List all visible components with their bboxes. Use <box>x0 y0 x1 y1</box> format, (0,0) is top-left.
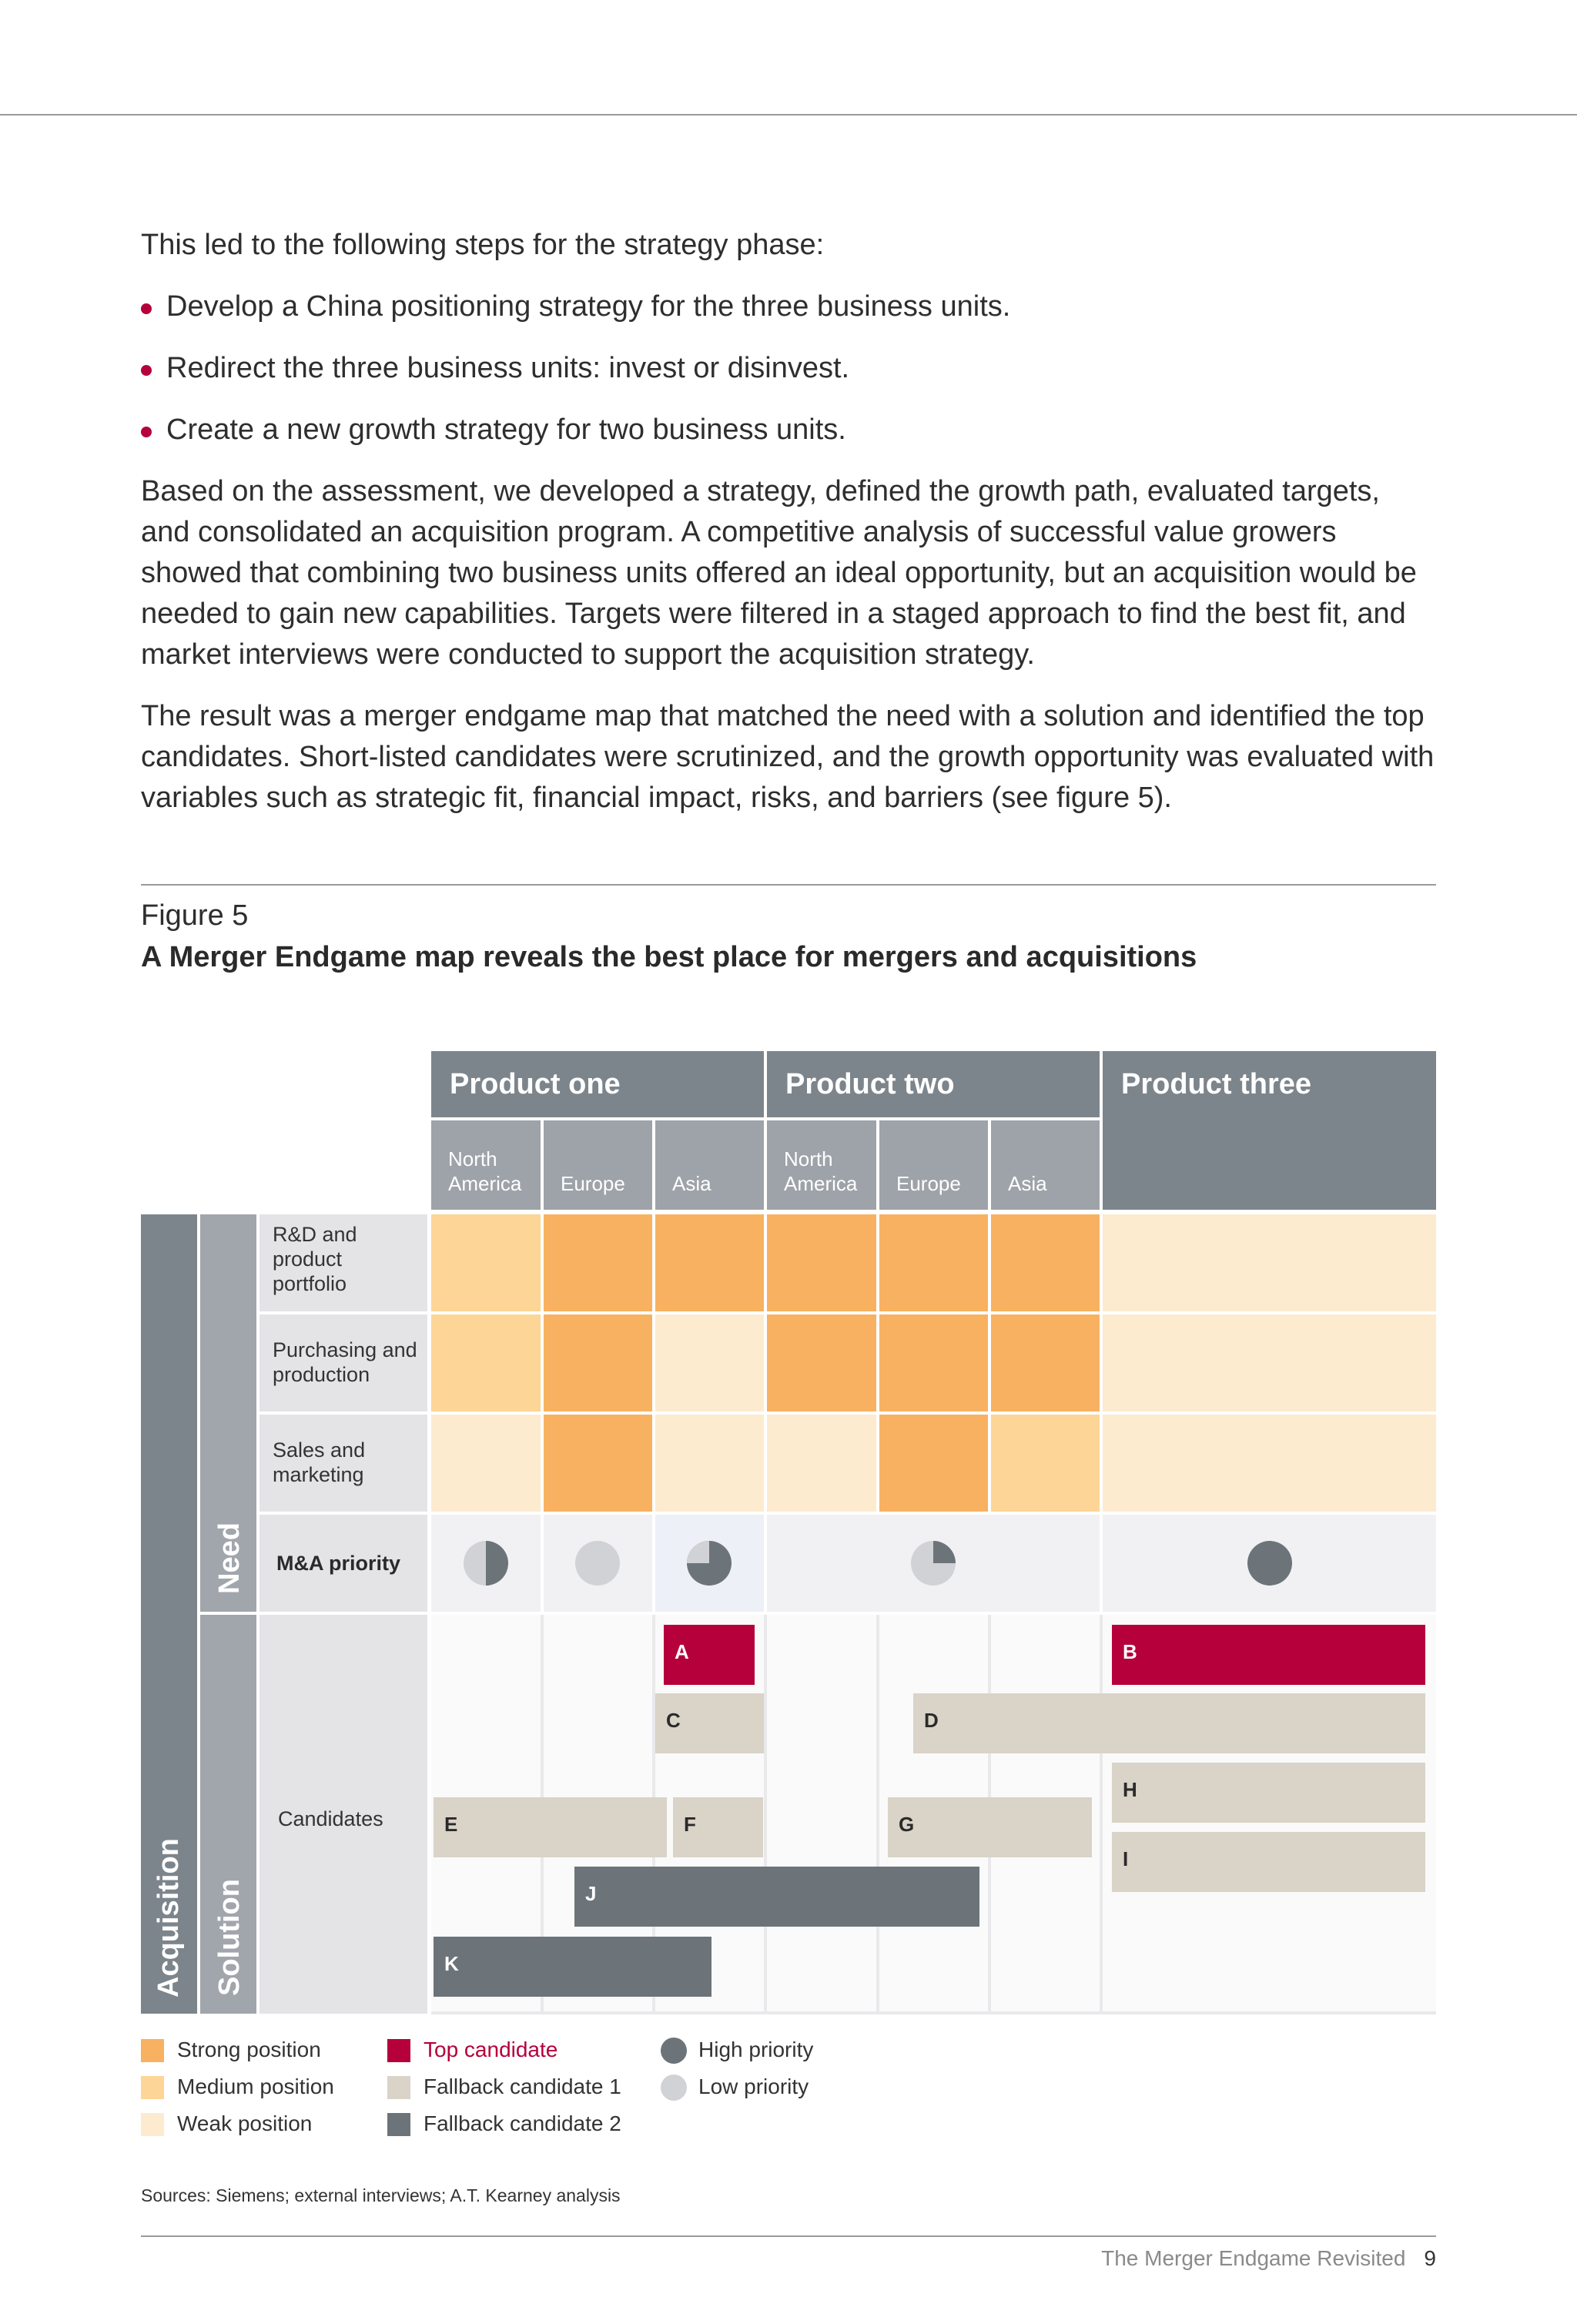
matrix-cell <box>991 1214 1100 1311</box>
need-label: Need <box>213 1522 246 1594</box>
matrix-cell <box>655 1415 764 1512</box>
footer-title: The Merger Endgame Revisited <box>1101 2246 1406 2270</box>
candidate-bar: E <box>434 1797 667 1857</box>
legend-swatch-fallback1 <box>387 2076 410 2099</box>
matrix-cell <box>431 1314 541 1411</box>
bullet-dot-icon <box>141 427 152 437</box>
acquisition-label: Acquisition <box>152 1838 185 1998</box>
high-priority-icon <box>661 2038 687 2064</box>
candidates-bottom-rule <box>431 2011 1436 2014</box>
matrix-cell <box>431 1415 541 1512</box>
legend-label: Low priority <box>698 2075 809 2098</box>
matrix-cell <box>655 1214 764 1311</box>
candidate-bar: C <box>655 1693 764 1753</box>
figure-divider <box>141 884 1436 886</box>
candidate-bar: H <box>1112 1763 1425 1823</box>
page-number: 9 <box>1424 2246 1436 2270</box>
region-header: Europe <box>879 1120 988 1210</box>
bullet-dot-icon <box>141 303 152 314</box>
matrix-cell <box>991 1415 1100 1512</box>
matrix-cell <box>431 1214 541 1311</box>
row-label: Purchasing and production <box>259 1314 427 1411</box>
legend-swatch-fallback2 <box>387 2113 410 2136</box>
row-label: Sales and marketing <box>259 1415 427 1512</box>
region-header: North America <box>431 1120 541 1210</box>
low-priority-icon <box>661 2075 687 2101</box>
matrix-cell <box>1103 1214 1436 1311</box>
bullet-item: Develop a China positioning strategy for… <box>141 286 1436 327</box>
legend-label: Medium position <box>177 2075 334 2098</box>
matrix-cell <box>767 1415 876 1512</box>
priority-pie-icon <box>464 1541 508 1586</box>
figure-title: A Merger Endgame map reveals the best pl… <box>141 941 1197 973</box>
matrix-cell <box>879 1214 988 1311</box>
matrix-cell <box>544 1214 652 1311</box>
product-header: Product one <box>431 1051 764 1117</box>
product-header: Product two <box>767 1051 1100 1117</box>
legend-label: Strong position <box>177 2038 321 2061</box>
matrix-cell <box>879 1415 988 1512</box>
bullet-list: Develop a China positioning strategy for… <box>141 286 1436 471</box>
candidate-bar: D <box>913 1693 1425 1753</box>
matrix-cell <box>544 1415 652 1512</box>
sources-note: Sources: Siemens; external interviews; A… <box>141 2185 621 2205</box>
legend-label: Fallback candidate 2 <box>424 2111 621 2135</box>
candidate-bar: A <box>664 1625 755 1685</box>
matrix-cell <box>767 1214 876 1311</box>
footer-divider <box>141 2235 1436 2237</box>
bullet-text: Develop a China positioning strategy for… <box>166 290 1011 323</box>
candidate-bar: F <box>673 1797 763 1857</box>
candidate-bar: I <box>1112 1832 1425 1892</box>
matrix-cell <box>767 1314 876 1411</box>
priority-pie-icon <box>687 1541 732 1586</box>
bullet-dot-icon <box>141 365 152 376</box>
bullet-text: Redirect the three business units: inves… <box>166 352 850 384</box>
priority-pie-icon <box>1247 1541 1292 1586</box>
top-divider <box>0 114 1577 116</box>
legend-label: High priority <box>698 2038 814 2061</box>
column-divider <box>1100 1615 1103 2014</box>
priority-row-label: M&A priority <box>259 1515 427 1612</box>
candidate-bar: G <box>888 1797 1092 1857</box>
page-footer: The Merger Endgame Revisited 9 <box>1101 2246 1436 2271</box>
column-divider <box>876 1615 879 2014</box>
matrix-cell <box>544 1314 652 1411</box>
region-header: Asia <box>655 1120 764 1210</box>
legend-swatch-strong <box>141 2039 164 2062</box>
region-header: Europe <box>544 1120 652 1210</box>
candidate-bar: B <box>1112 1625 1425 1685</box>
body-paragraph: Based on the assessment, we developed a … <box>141 475 1417 671</box>
body-paragraph: The result was a merger endgame map that… <box>141 700 1435 814</box>
product-header: Product three <box>1103 1051 1436 1210</box>
matrix-cell <box>879 1314 988 1411</box>
need-band <box>200 1214 256 1612</box>
candidate-bar: K <box>434 1937 711 1997</box>
matrix-cell <box>991 1314 1100 1411</box>
legend-label: Fallback candidate 1 <box>424 2075 621 2098</box>
candidate-bar: J <box>574 1867 979 1927</box>
matrix-cell <box>1103 1314 1436 1411</box>
legend-label: Top candidate <box>424 2038 558 2061</box>
legend-swatch-medium <box>141 2076 164 2099</box>
bullet-item: Create a new growth strategy for two bus… <box>141 410 1436 450</box>
legend-swatch-weak <box>141 2113 164 2136</box>
figure-label: Figure 5 <box>141 899 249 932</box>
solution-label: Solution <box>213 1879 246 1996</box>
priority-pie-icon <box>911 1541 956 1586</box>
matrix-cell <box>655 1314 764 1411</box>
priority-pie-icon <box>575 1541 620 1586</box>
solution-band <box>200 1615 256 2014</box>
region-header: North America <box>767 1120 876 1210</box>
bullet-text: Create a new growth strategy for two bus… <box>166 414 846 446</box>
intro-text: This led to the following steps for the … <box>141 229 825 261</box>
legend-swatch-top <box>387 2039 410 2062</box>
region-header: Asia <box>991 1120 1100 1210</box>
legend-label: Weak position <box>177 2111 313 2135</box>
matrix-cell <box>1103 1415 1436 1512</box>
bullet-item: Redirect the three business units: inves… <box>141 348 1436 389</box>
acquisition-band <box>141 1214 197 2014</box>
column-divider <box>764 1615 767 2014</box>
candidates-label: Candidates <box>259 1615 427 2014</box>
row-label: R&D and product portfolio <box>259 1214 427 1311</box>
